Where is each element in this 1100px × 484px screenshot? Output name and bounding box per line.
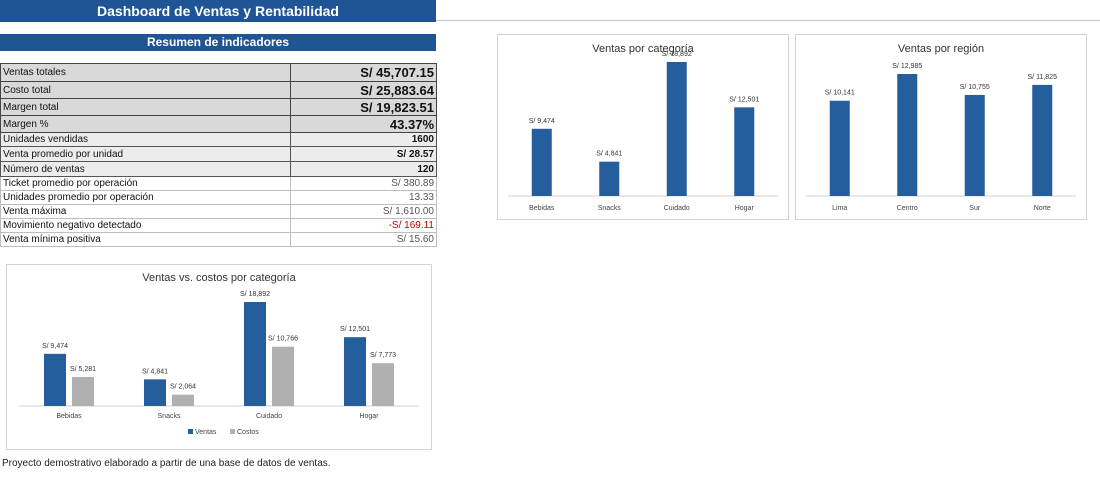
bar	[829, 100, 850, 196]
kpi-value: -S/ 169.11	[289, 218, 438, 233]
dashboard-title: Dashboard de Ventas y Rentabilidad	[0, 0, 436, 22]
kpi-row: Número de ventas 120	[0, 161, 438, 177]
kpi-value: S/ 19,823.51	[289, 98, 438, 116]
kpi-value: S/ 25,883.64	[289, 81, 438, 99]
kpi-row: Venta mínima positiva S/ 15.60	[0, 232, 438, 247]
bar	[964, 94, 985, 196]
kpi-row: Venta promedio por unidad S/ 28.57	[0, 146, 438, 162]
kpi-label: Margen %	[0, 115, 291, 133]
data-label: S/ 10,141	[825, 90, 855, 97]
kpi-label: Número de ventas	[0, 161, 291, 177]
kpi-label: Venta mínima positiva	[0, 232, 291, 247]
kpi-table: Ventas totales S/ 45,707.15 Costo total …	[0, 63, 438, 247]
bar	[734, 107, 755, 196]
kpi-label: Unidades vendidas	[0, 132, 291, 147]
data-label: S/ 2,064	[170, 384, 196, 391]
kpi-row: Unidades vendidas 1600	[0, 132, 438, 147]
kpi-label: Venta máxima	[0, 204, 291, 219]
bar-costos	[272, 346, 294, 406]
kpi-row: Ventas totales S/ 45,707.15	[0, 63, 438, 82]
data-label: S/ 10,766	[268, 336, 298, 343]
legend-swatch-costos	[230, 429, 235, 434]
x-tick-label: Cuidado	[256, 413, 282, 420]
x-tick-label: Snacks	[158, 413, 181, 420]
bar-costos	[372, 363, 394, 406]
kpi-row: Unidades promedio por operación 13.33	[0, 190, 438, 205]
x-tick-label: Hogar	[735, 205, 755, 212]
chart-title: Ventas por región	[898, 43, 984, 55]
data-label: S/ 11,825	[1028, 74, 1058, 81]
legend-label: Costos	[237, 429, 259, 436]
bar-costos	[172, 394, 194, 406]
bar	[666, 62, 687, 196]
data-label: S/ 10,755	[960, 84, 990, 91]
kpi-row: Movimiento negativo detectado -S/ 169.11	[0, 218, 438, 233]
chart-ventas-categoria: Ventas por categoría S/ 9,474 Bebidas S/ 4,…	[497, 34, 789, 220]
bar-costos	[72, 376, 94, 406]
kpi-row: Ticket promedio por operación S/ 380.89	[0, 176, 438, 191]
x-tick-label: Bebidas	[56, 413, 82, 420]
data-label: S/ 18,892	[662, 51, 692, 58]
bar	[599, 161, 620, 196]
x-tick-label: Sur	[969, 205, 981, 212]
x-tick-label: Snacks	[598, 205, 621, 212]
chart-ventas-region-svg: Ventas por región S/ 10,141 Lima S/ 12,985 C…	[806, 43, 1076, 212]
summary-title: Resumen de indicadores	[0, 34, 436, 51]
kpi-value: S/ 380.89	[289, 176, 438, 191]
kpi-value: 43.37%	[289, 115, 438, 133]
kpi-label: Costo total	[0, 81, 291, 99]
bar-ventas	[244, 302, 266, 406]
chart-title: Ventas vs. costos por categoría	[142, 272, 296, 284]
kpi-label: Margen total	[0, 98, 291, 116]
x-tick-label: Centro	[897, 205, 918, 212]
bar	[1032, 84, 1053, 196]
kpi-row: Margen total S/ 19,823.51	[0, 98, 438, 116]
bar	[897, 74, 918, 196]
x-tick-label: Hogar	[359, 413, 379, 420]
kpi-label: Movimiento negativo detectado	[0, 218, 291, 233]
kpi-value: 13.33	[289, 190, 438, 205]
chart-ventas-categoria-svg: Ventas por categoría S/ 9,474 Bebidas S/ 4,…	[508, 43, 778, 212]
x-tick-label: Lima	[832, 205, 847, 212]
data-label: S/ 12,501	[729, 96, 759, 103]
bar	[531, 128, 552, 196]
kpi-value: 120	[289, 161, 438, 177]
x-tick-label: Bebidas	[529, 205, 555, 212]
data-label: S/ 7,773	[370, 352, 396, 359]
bar-ventas	[344, 337, 366, 406]
kpi-label: Unidades promedio por operación	[0, 190, 291, 205]
kpi-row: Venta máxima S/ 1,610.00	[0, 204, 438, 219]
data-label: S/ 12,985	[892, 63, 922, 70]
kpi-label: Venta promedio por unidad	[0, 146, 291, 162]
kpi-label: Ventas totales	[0, 63, 291, 82]
legend-swatch-ventas	[188, 429, 193, 434]
data-label: S/ 12,501	[340, 326, 370, 333]
x-tick-label: Norte	[1034, 205, 1051, 212]
chart-ventas-costos-svg: Ventas vs. costos por categoría S/ 9,474 S…	[19, 272, 419, 436]
bar-ventas	[144, 379, 166, 406]
data-label: S/ 4,841	[142, 368, 168, 375]
kpi-value: S/ 15.60	[289, 232, 438, 247]
chart-title: Ventas por categoría	[592, 43, 694, 55]
footer-note: Proyecto demostrativo elaborado a partir…	[2, 458, 331, 469]
kpi-value: S/ 1,610.00	[289, 204, 438, 219]
kpi-label: Ticket promedio por operación	[0, 176, 291, 191]
x-tick-label: Cuidado	[664, 205, 690, 212]
kpi-value: 1600	[289, 132, 438, 147]
chart-ventas-costos: Ventas vs. costos por categoría S/ 9,474 S…	[6, 264, 432, 450]
chart-ventas-region: Ventas por región S/ 10,141 Lima S/ 12,985 C…	[795, 34, 1087, 220]
data-label: S/ 9,474	[42, 343, 68, 350]
data-label: S/ 18,892	[240, 291, 270, 298]
legend-label: Ventas	[195, 429, 217, 436]
data-label: S/ 5,281	[70, 366, 96, 373]
kpi-row: Margen % 43.37%	[0, 115, 438, 133]
kpi-value: S/ 45,707.15	[289, 63, 438, 82]
kpi-row: Costo total S/ 25,883.64	[0, 81, 438, 99]
header-divider	[436, 20, 1100, 21]
data-label: S/ 9,474	[529, 118, 555, 125]
bar-ventas	[44, 353, 66, 406]
kpi-value: S/ 28.57	[289, 146, 438, 162]
data-label: S/ 4,841	[596, 151, 622, 158]
